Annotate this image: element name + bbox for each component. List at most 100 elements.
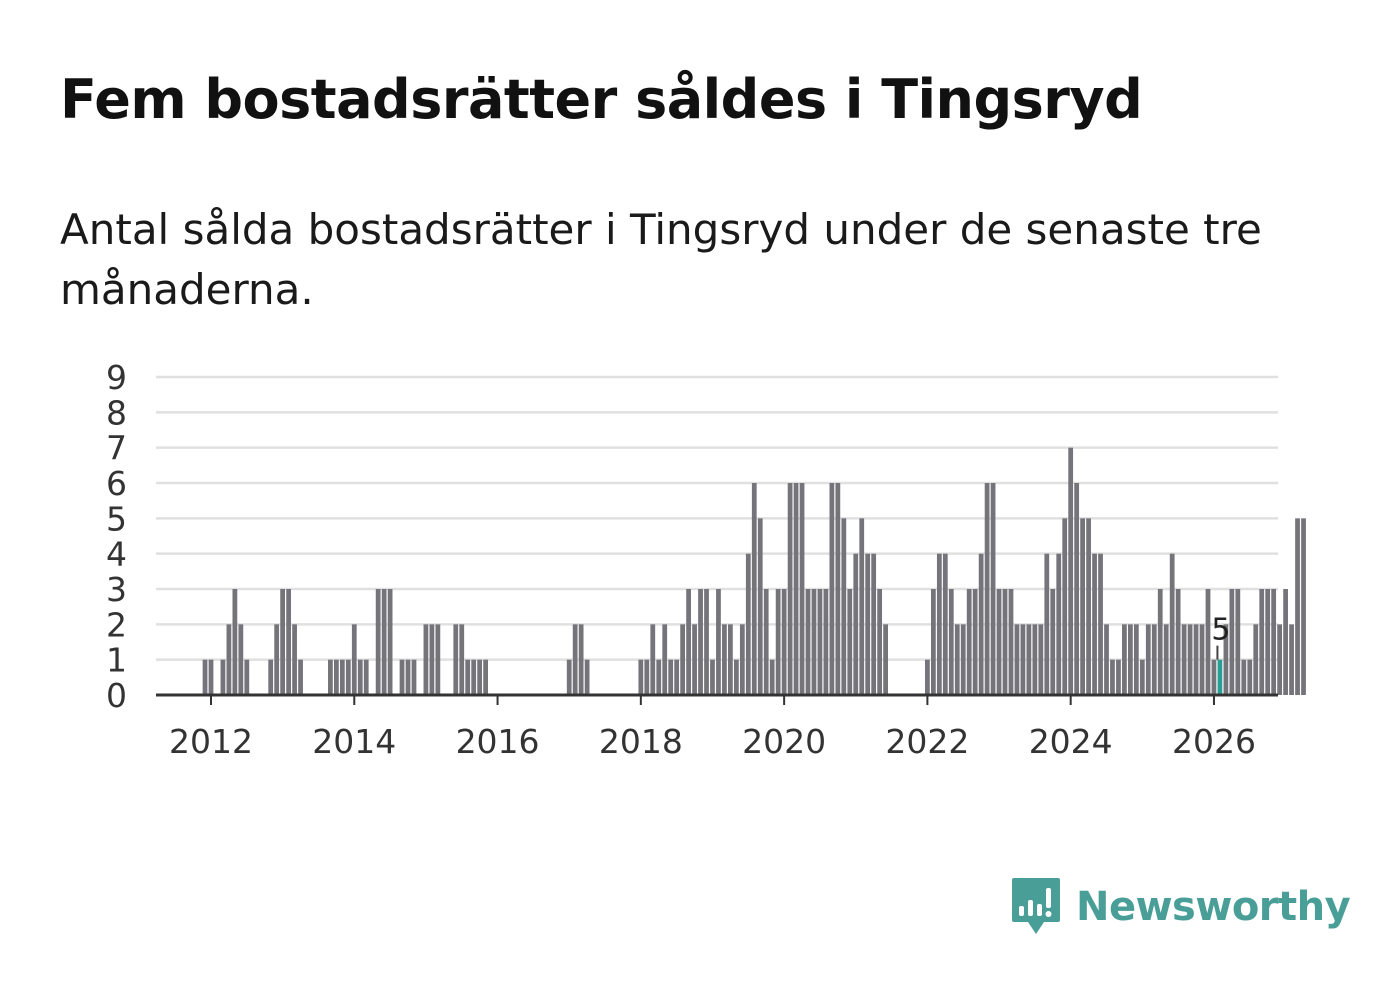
bar (751, 483, 757, 695)
bar (877, 589, 883, 695)
bar (1098, 553, 1103, 695)
bar (268, 659, 274, 695)
y-tick-label: 4 (106, 535, 127, 574)
bar (984, 483, 990, 695)
bar (1253, 624, 1259, 695)
bar (1032, 624, 1038, 695)
bar (345, 659, 351, 695)
bar (930, 589, 936, 695)
bar (1205, 589, 1211, 695)
bar (1050, 589, 1056, 695)
bar (286, 589, 291, 695)
y-tick-label: 1 (106, 641, 127, 680)
bar (811, 589, 817, 695)
newsworthy-logo: Newsworthy (1010, 876, 1351, 938)
bar (387, 589, 393, 695)
x-tick-label: 2012 (169, 722, 253, 761)
bar (865, 553, 871, 695)
bar (1235, 589, 1241, 695)
bar (1151, 624, 1157, 695)
bar (280, 589, 286, 695)
bar (1008, 589, 1014, 695)
bar (668, 659, 674, 695)
bar-highlight (1217, 659, 1223, 695)
bar (1187, 624, 1193, 695)
bar (1265, 589, 1271, 695)
bar (1247, 659, 1253, 695)
x-tick-label: 2020 (742, 722, 826, 761)
bar (674, 659, 680, 695)
bar (1044, 553, 1050, 695)
bar (745, 553, 751, 695)
bar (942, 553, 948, 695)
bar (584, 659, 590, 695)
bar (698, 589, 703, 695)
bar (363, 659, 369, 695)
bar (728, 624, 733, 695)
bar (871, 553, 877, 695)
bar (859, 518, 865, 695)
bar (925, 659, 930, 695)
x-tick-label: 2016 (456, 722, 540, 761)
bar (739, 624, 745, 695)
bar (1092, 553, 1097, 695)
bar (996, 589, 1002, 695)
bar (829, 483, 835, 695)
bar (453, 624, 459, 695)
bar (1133, 624, 1139, 695)
bar (650, 624, 656, 695)
bar (1104, 624, 1109, 695)
bar (990, 483, 996, 695)
bar (459, 624, 465, 695)
bar (1145, 624, 1151, 695)
bar (847, 589, 853, 695)
chart-title: Fem bostadsrätter såldes i Tingsryd (60, 68, 1143, 131)
bar (1086, 518, 1091, 695)
bar (381, 589, 387, 695)
data-labels: 5 (1211, 613, 1230, 660)
bar (1301, 518, 1306, 695)
bar (1026, 624, 1032, 695)
bar (781, 589, 787, 695)
bar (1062, 518, 1068, 695)
bar (465, 659, 471, 695)
y-tick-label: 6 (106, 464, 127, 503)
bar (787, 483, 793, 695)
bar (1193, 624, 1199, 695)
bar (817, 589, 823, 695)
bar (471, 659, 477, 695)
bar (769, 659, 775, 695)
x-axis: 2012 2014 2016 2018 2020 2022 2024 2026 (169, 695, 1256, 761)
bar (202, 659, 208, 695)
y-tick-label: 9 (106, 358, 127, 397)
y-tick-label: 2 (106, 605, 127, 644)
bar (220, 659, 226, 695)
bar (686, 589, 691, 695)
bar (483, 659, 489, 695)
bar (692, 624, 697, 695)
bar (238, 624, 244, 695)
bar (978, 553, 984, 695)
bar (1289, 624, 1294, 695)
bar (841, 518, 847, 695)
bar (339, 659, 345, 695)
bar (351, 624, 357, 695)
bar (333, 659, 339, 695)
y-tick-label: 5 (106, 499, 127, 538)
bar (656, 659, 662, 695)
x-tick-label: 2014 (312, 722, 396, 761)
bar (966, 589, 972, 695)
bar (722, 624, 727, 695)
bar (1163, 624, 1169, 695)
bar (1038, 624, 1044, 695)
bar (835, 483, 841, 695)
bar (710, 659, 715, 695)
bar (429, 624, 435, 695)
bar (1002, 589, 1008, 695)
bar (208, 659, 214, 695)
bar (948, 589, 954, 695)
bar (1241, 659, 1247, 695)
bar (292, 624, 297, 695)
